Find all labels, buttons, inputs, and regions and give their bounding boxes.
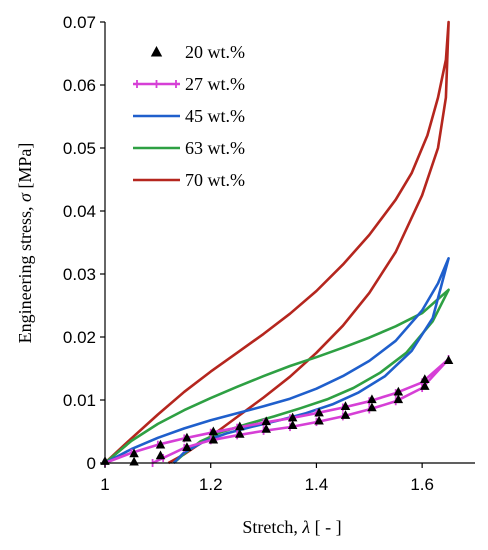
x-tick-label: 1 — [100, 475, 109, 494]
data-point-23 — [420, 374, 430, 383]
data-point-17 — [340, 401, 351, 411]
series-line-3 — [104, 288, 450, 464]
data-point-25 — [443, 355, 454, 365]
legend-label-4: 70 wt.% — [185, 170, 245, 190]
legend-marker-0 — [150, 46, 163, 57]
y-tick-label: 0 — [87, 454, 96, 473]
data-point-20 — [367, 402, 377, 412]
y-tick-label: 0.02 — [63, 328, 96, 347]
data-point-18 — [340, 410, 351, 419]
axes: 0 0.01 0.02 0.03 0.04 0.05 0.06 0.07 1 1.2 1.4 1.6 — [63, 13, 475, 494]
legend: 20 wt.% 27 wt.% 45 wt.% 63 wt.% 70 wt.% — [133, 42, 245, 190]
data-point-4 — [155, 450, 166, 460]
series-line-4 — [104, 20, 450, 465]
data-point-8 — [208, 434, 219, 444]
legend-label-3: 63 wt.% — [185, 138, 245, 158]
x-tick-label: 1.4 — [305, 475, 329, 494]
data-point-12 — [261, 423, 271, 433]
data-point-9 — [235, 421, 245, 431]
data-point-24 — [420, 381, 430, 390]
x-tick-label: 1.2 — [199, 475, 223, 494]
legend-label-1: 27 wt.% — [185, 74, 245, 94]
data-point-7 — [208, 426, 219, 436]
y-tick-label: 0.01 — [63, 391, 96, 410]
y-tick-label: 0.06 — [63, 76, 96, 95]
y-tick-label: 0.03 — [63, 265, 96, 284]
data-point-10 — [235, 429, 245, 438]
plot-area — [100, 20, 454, 467]
data-point-19 — [367, 394, 377, 404]
data-point-5 — [182, 432, 192, 442]
data-point-11 — [261, 416, 271, 426]
data-point-1 — [129, 448, 139, 458]
y-tick-label: 0.05 — [63, 139, 96, 158]
data-point-21 — [393, 386, 404, 396]
data-point-13 — [287, 412, 298, 422]
x-tick-label: 1.6 — [410, 475, 434, 494]
data-point-22 — [393, 394, 404, 404]
y-axis-title: Engineering stress, σ [MPa] — [15, 143, 35, 344]
series-line-2 — [104, 256, 450, 465]
data-point-6 — [182, 442, 192, 451]
data-point-14 — [287, 420, 298, 429]
data-point-3 — [155, 439, 166, 449]
data-point-2 — [129, 456, 139, 466]
y-tick-label: 0.07 — [63, 13, 96, 32]
legend-label-2: 45 wt.% — [185, 106, 245, 126]
data-point-15 — [314, 407, 324, 417]
x-axis-title: Stretch, λ [ - ] — [242, 517, 341, 537]
y-tick-label: 0.04 — [63, 202, 96, 221]
legend-label-0: 20 wt.% — [185, 42, 245, 62]
data-point-16 — [314, 415, 324, 425]
